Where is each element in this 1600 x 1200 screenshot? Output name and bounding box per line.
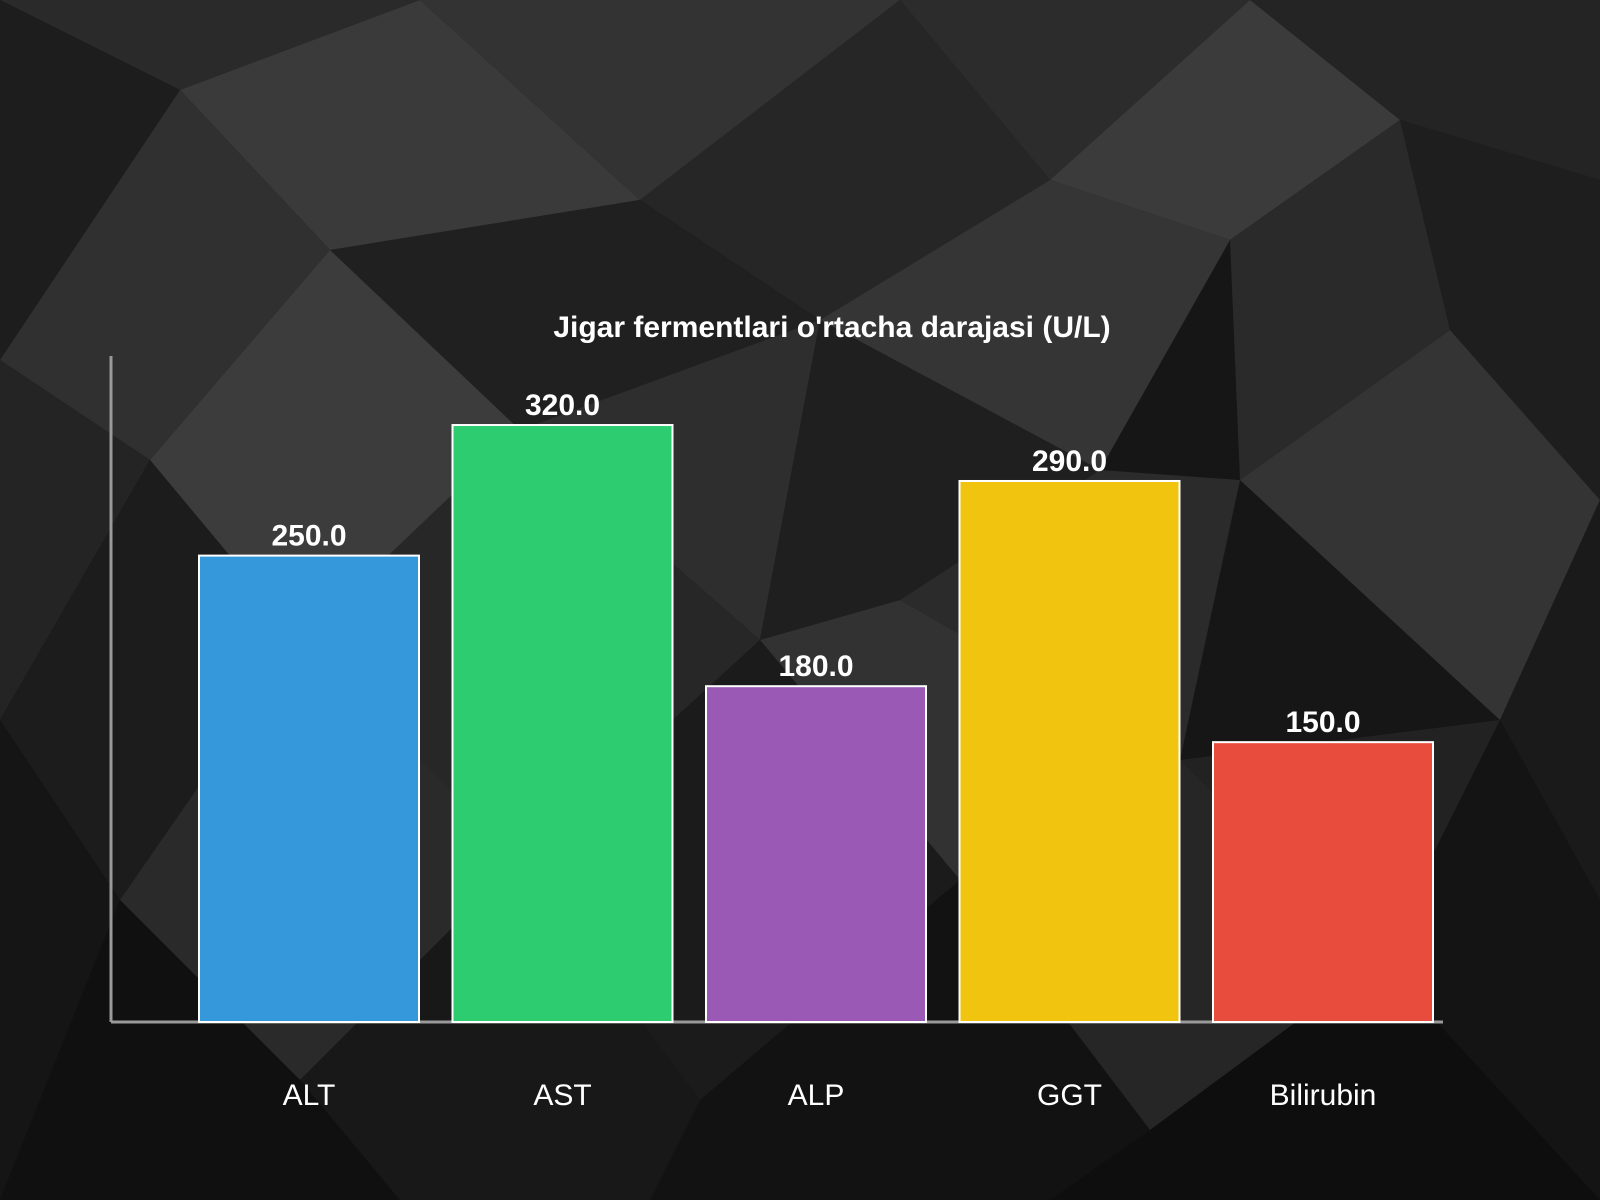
bar-alp bbox=[705, 685, 927, 1023]
bar-ggt bbox=[958, 479, 1181, 1024]
value-labels-group: 250.0 320.0 180.0 290.0 150.0 bbox=[271, 389, 1360, 739]
value-label-ggt: 290.0 bbox=[1032, 445, 1107, 478]
value-label-alp: 180.0 bbox=[778, 650, 853, 683]
x-tick-label-bilirubin: Bilirubin bbox=[1270, 1079, 1377, 1112]
value-label-bilirubin: 150.0 bbox=[1285, 706, 1360, 739]
x-tick-labels-group: ALT AST ALP GGT Bilirubin bbox=[283, 1079, 1377, 1112]
x-tick-label-ast: AST bbox=[533, 1079, 591, 1112]
bar-ast bbox=[451, 424, 674, 1023]
bars-group bbox=[198, 424, 1434, 1024]
x-tick-label-alp: ALP bbox=[788, 1079, 845, 1112]
bar-bilirubin bbox=[1212, 741, 1434, 1024]
x-tick-label-ggt: GGT bbox=[1037, 1079, 1102, 1112]
bar-alt bbox=[198, 554, 420, 1024]
chart-title: Jigar fermentlari o'rtacha darajasi (U/L… bbox=[553, 311, 1110, 344]
value-label-ast: 320.0 bbox=[525, 389, 600, 422]
value-label-alt: 250.0 bbox=[271, 520, 346, 553]
x-tick-label-alt: ALT bbox=[283, 1079, 336, 1112]
